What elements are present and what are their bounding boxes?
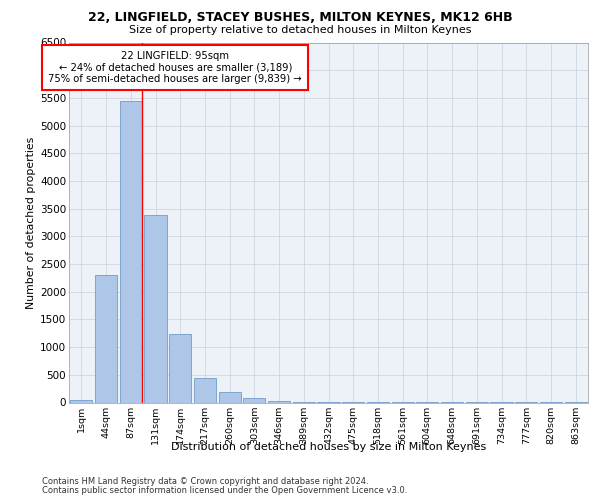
Text: Size of property relative to detached houses in Milton Keynes: Size of property relative to detached ho… (129, 25, 471, 35)
Bar (169, 334, 191, 402)
Bar (95, 275, 117, 402)
Bar (194, 378, 216, 402)
Bar (243, 398, 265, 402)
Bar (70, 400, 92, 402)
Text: 22 LINGFIELD: 95sqm
← 24% of detached houses are smaller (3,189)
75% of semi-det: 22 LINGFIELD: 95sqm ← 24% of detached ho… (49, 51, 302, 84)
Text: Contains public sector information licensed under the Open Government Licence v3: Contains public sector information licen… (42, 486, 407, 495)
Y-axis label: Number of detached properties: Number of detached properties (26, 136, 36, 308)
Bar (268, 401, 290, 402)
Text: Contains HM Land Registry data © Crown copyright and database right 2024.: Contains HM Land Registry data © Crown c… (42, 477, 368, 486)
Bar (119, 100, 142, 403)
Text: 22, LINGFIELD, STACEY BUSHES, MILTON KEYNES, MK12 6HB: 22, LINGFIELD, STACEY BUSHES, MILTON KEY… (88, 11, 512, 24)
Text: Distribution of detached houses by size in Milton Keynes: Distribution of detached houses by size … (171, 442, 487, 452)
Bar (218, 392, 241, 402)
Bar (145, 216, 167, 402)
